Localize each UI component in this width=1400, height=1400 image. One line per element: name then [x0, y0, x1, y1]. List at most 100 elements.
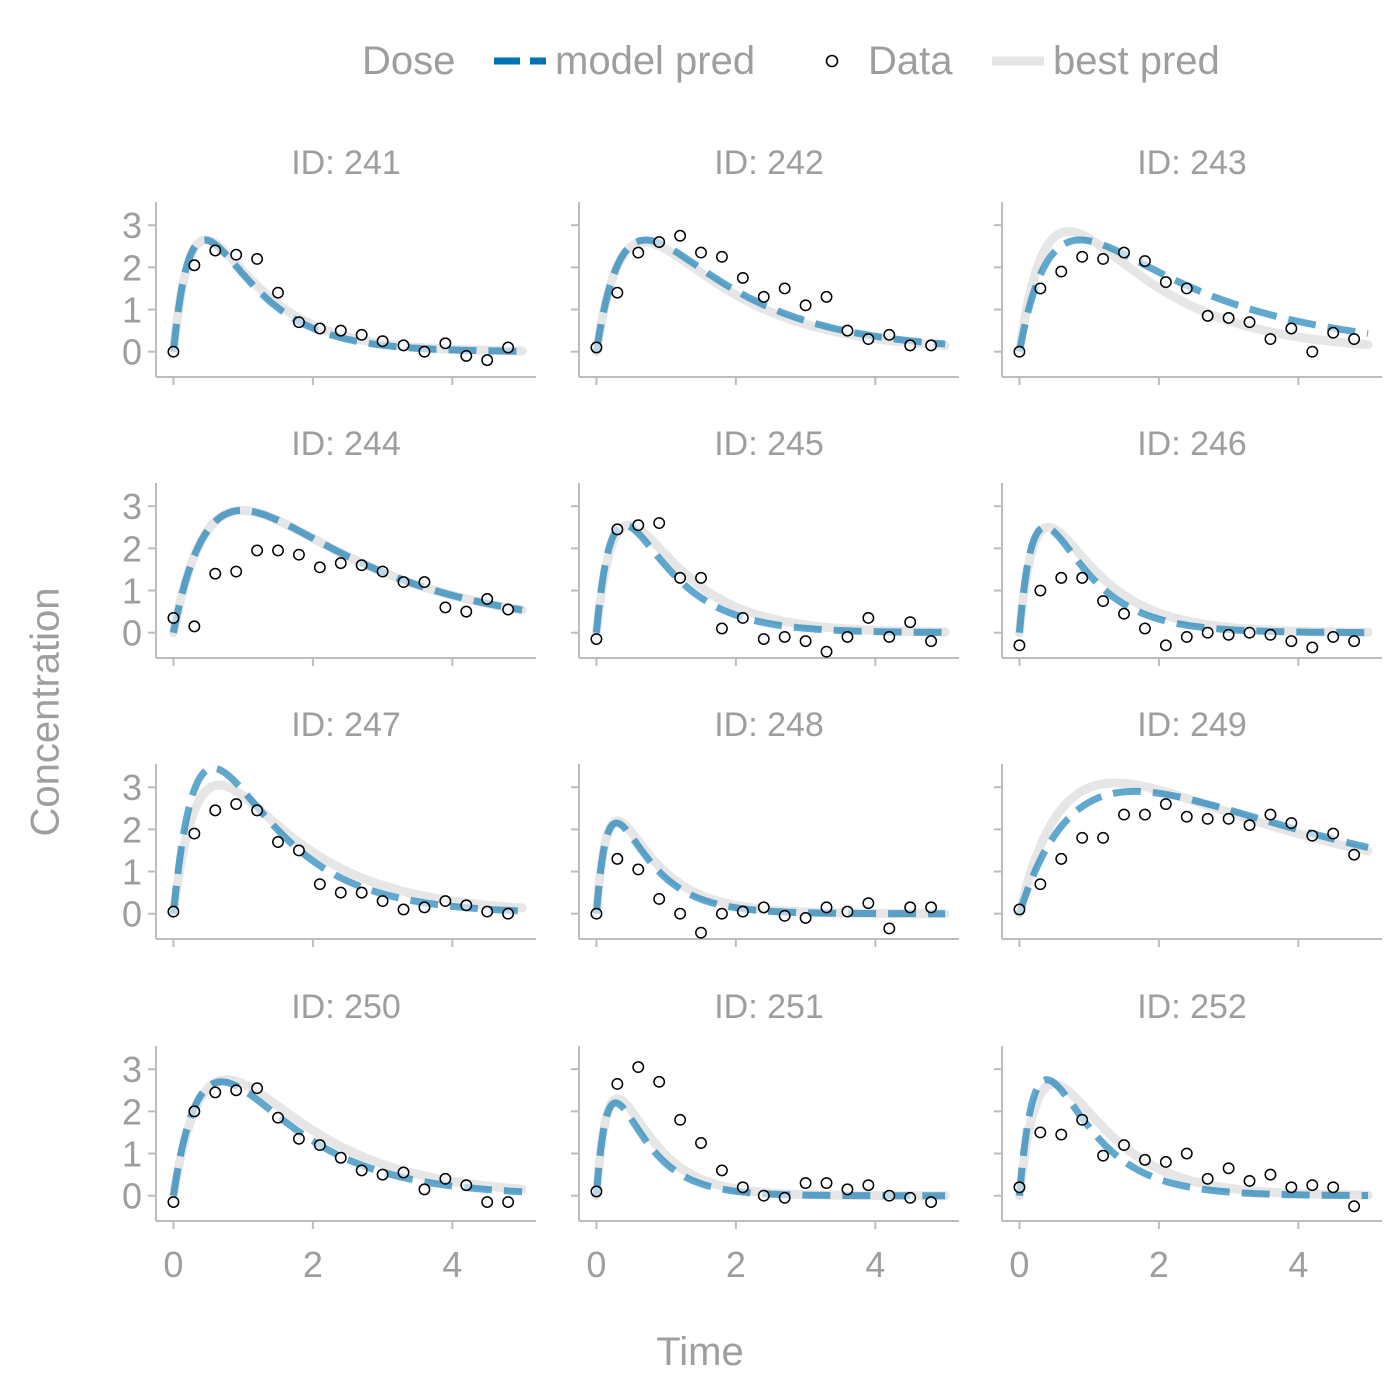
data-point [715, 907, 728, 920]
best-pred-line [1014, 227, 1373, 357]
best-pred-line [591, 1094, 950, 1201]
panel-title: ID: 241 [291, 144, 401, 182]
data-point [1243, 626, 1256, 639]
legend-key-best-pred [992, 56, 1044, 66]
data-point [904, 901, 917, 914]
data-point [230, 1084, 243, 1097]
panel-title: ID: 247 [291, 706, 401, 744]
data-point [695, 246, 707, 259]
data-point [1327, 326, 1340, 339]
legend-label-best-pred: best pred [1053, 39, 1220, 83]
best-pred-line [168, 1075, 527, 1201]
model-pred-line [592, 1099, 946, 1200]
panel-title: ID: 250 [291, 988, 401, 1026]
data-point [1013, 345, 1026, 358]
data-point [251, 544, 264, 557]
data-point [695, 926, 707, 939]
panel-242: ID: 242 [571, 144, 959, 385]
x-tick-label: 4 [442, 1244, 462, 1285]
data-point [1243, 819, 1256, 832]
y-tick-label: 2 [122, 809, 142, 850]
data-point [355, 559, 368, 572]
panel-246: ID: 246 [994, 425, 1382, 666]
x-tick-label: 2 [1149, 1244, 1169, 1285]
data-point [611, 852, 624, 865]
data-point [376, 1168, 389, 1181]
data-point [883, 630, 896, 643]
data-point [272, 1111, 284, 1124]
data-point [460, 349, 473, 362]
data-point [653, 517, 666, 530]
x-tick-label: 2 [726, 1244, 746, 1285]
data-point [715, 250, 728, 263]
model-pred-line [1015, 523, 1369, 636]
data-point [1264, 1168, 1277, 1181]
data-point [1055, 852, 1068, 865]
data-point [736, 1181, 749, 1194]
data-point [1306, 1179, 1319, 1192]
data-point [757, 1189, 770, 1202]
data-point [715, 1164, 728, 1177]
data-point [1118, 808, 1130, 821]
data-point [653, 236, 666, 249]
best-pred-line [1014, 1079, 1373, 1201]
data-point [313, 561, 326, 574]
data-point [230, 248, 243, 261]
panel-title: ID: 249 [1137, 706, 1247, 744]
data-point [674, 229, 687, 242]
data-point [502, 341, 515, 354]
data-point [757, 290, 770, 303]
data-point [1201, 812, 1214, 825]
data-point [439, 895, 452, 907]
y-tick-label: 3 [122, 1049, 142, 1090]
data-point [778, 909, 791, 922]
data-point [925, 1196, 938, 1208]
data-point [188, 620, 201, 633]
data-point [230, 565, 243, 578]
data-point [167, 1196, 180, 1208]
data-point [1013, 903, 1026, 916]
panel-title: ID: 243 [1137, 144, 1247, 182]
data-point [1243, 1174, 1256, 1187]
data-point [209, 1086, 222, 1099]
legend: Dose model pred Data best pred [0, 34, 1400, 88]
data-point [925, 901, 938, 914]
y-tick-label: 3 [122, 767, 142, 808]
panel-248: ID: 248 [571, 706, 959, 947]
data-point [1055, 1128, 1068, 1141]
data-point [1348, 848, 1361, 861]
data-point [820, 290, 833, 303]
data-point [799, 299, 812, 312]
data-point [481, 354, 494, 367]
legend-title: Dose [362, 39, 456, 83]
panel-251: ID: 251 0 2 4 [571, 988, 959, 1285]
data-point [376, 895, 389, 907]
data-point [1306, 829, 1319, 842]
legend-key-model-pred [494, 57, 546, 65]
data-point [502, 1196, 515, 1208]
data-point [1243, 316, 1256, 329]
x-tick-label: 2 [303, 1244, 323, 1285]
data-point [418, 901, 431, 914]
data-point [1201, 1172, 1214, 1185]
data-point [418, 1183, 431, 1196]
data-point [653, 1075, 666, 1088]
model-pred-line [1016, 787, 1369, 915]
panel-249: ID: 249 [994, 706, 1382, 947]
data-point [778, 282, 791, 295]
data-point [757, 901, 770, 914]
data-point [355, 886, 368, 899]
data-point [334, 324, 347, 337]
data-point [1327, 827, 1340, 840]
data-point [1076, 571, 1089, 584]
data-point [799, 635, 812, 648]
legend-label-model-pred: model pred [555, 39, 756, 83]
data-point [397, 903, 410, 916]
data-point [397, 576, 410, 589]
data-point [590, 1185, 603, 1198]
data-point [820, 1177, 833, 1189]
data-point [1348, 333, 1361, 345]
data-point [1222, 628, 1235, 641]
data-point [1327, 1181, 1340, 1194]
